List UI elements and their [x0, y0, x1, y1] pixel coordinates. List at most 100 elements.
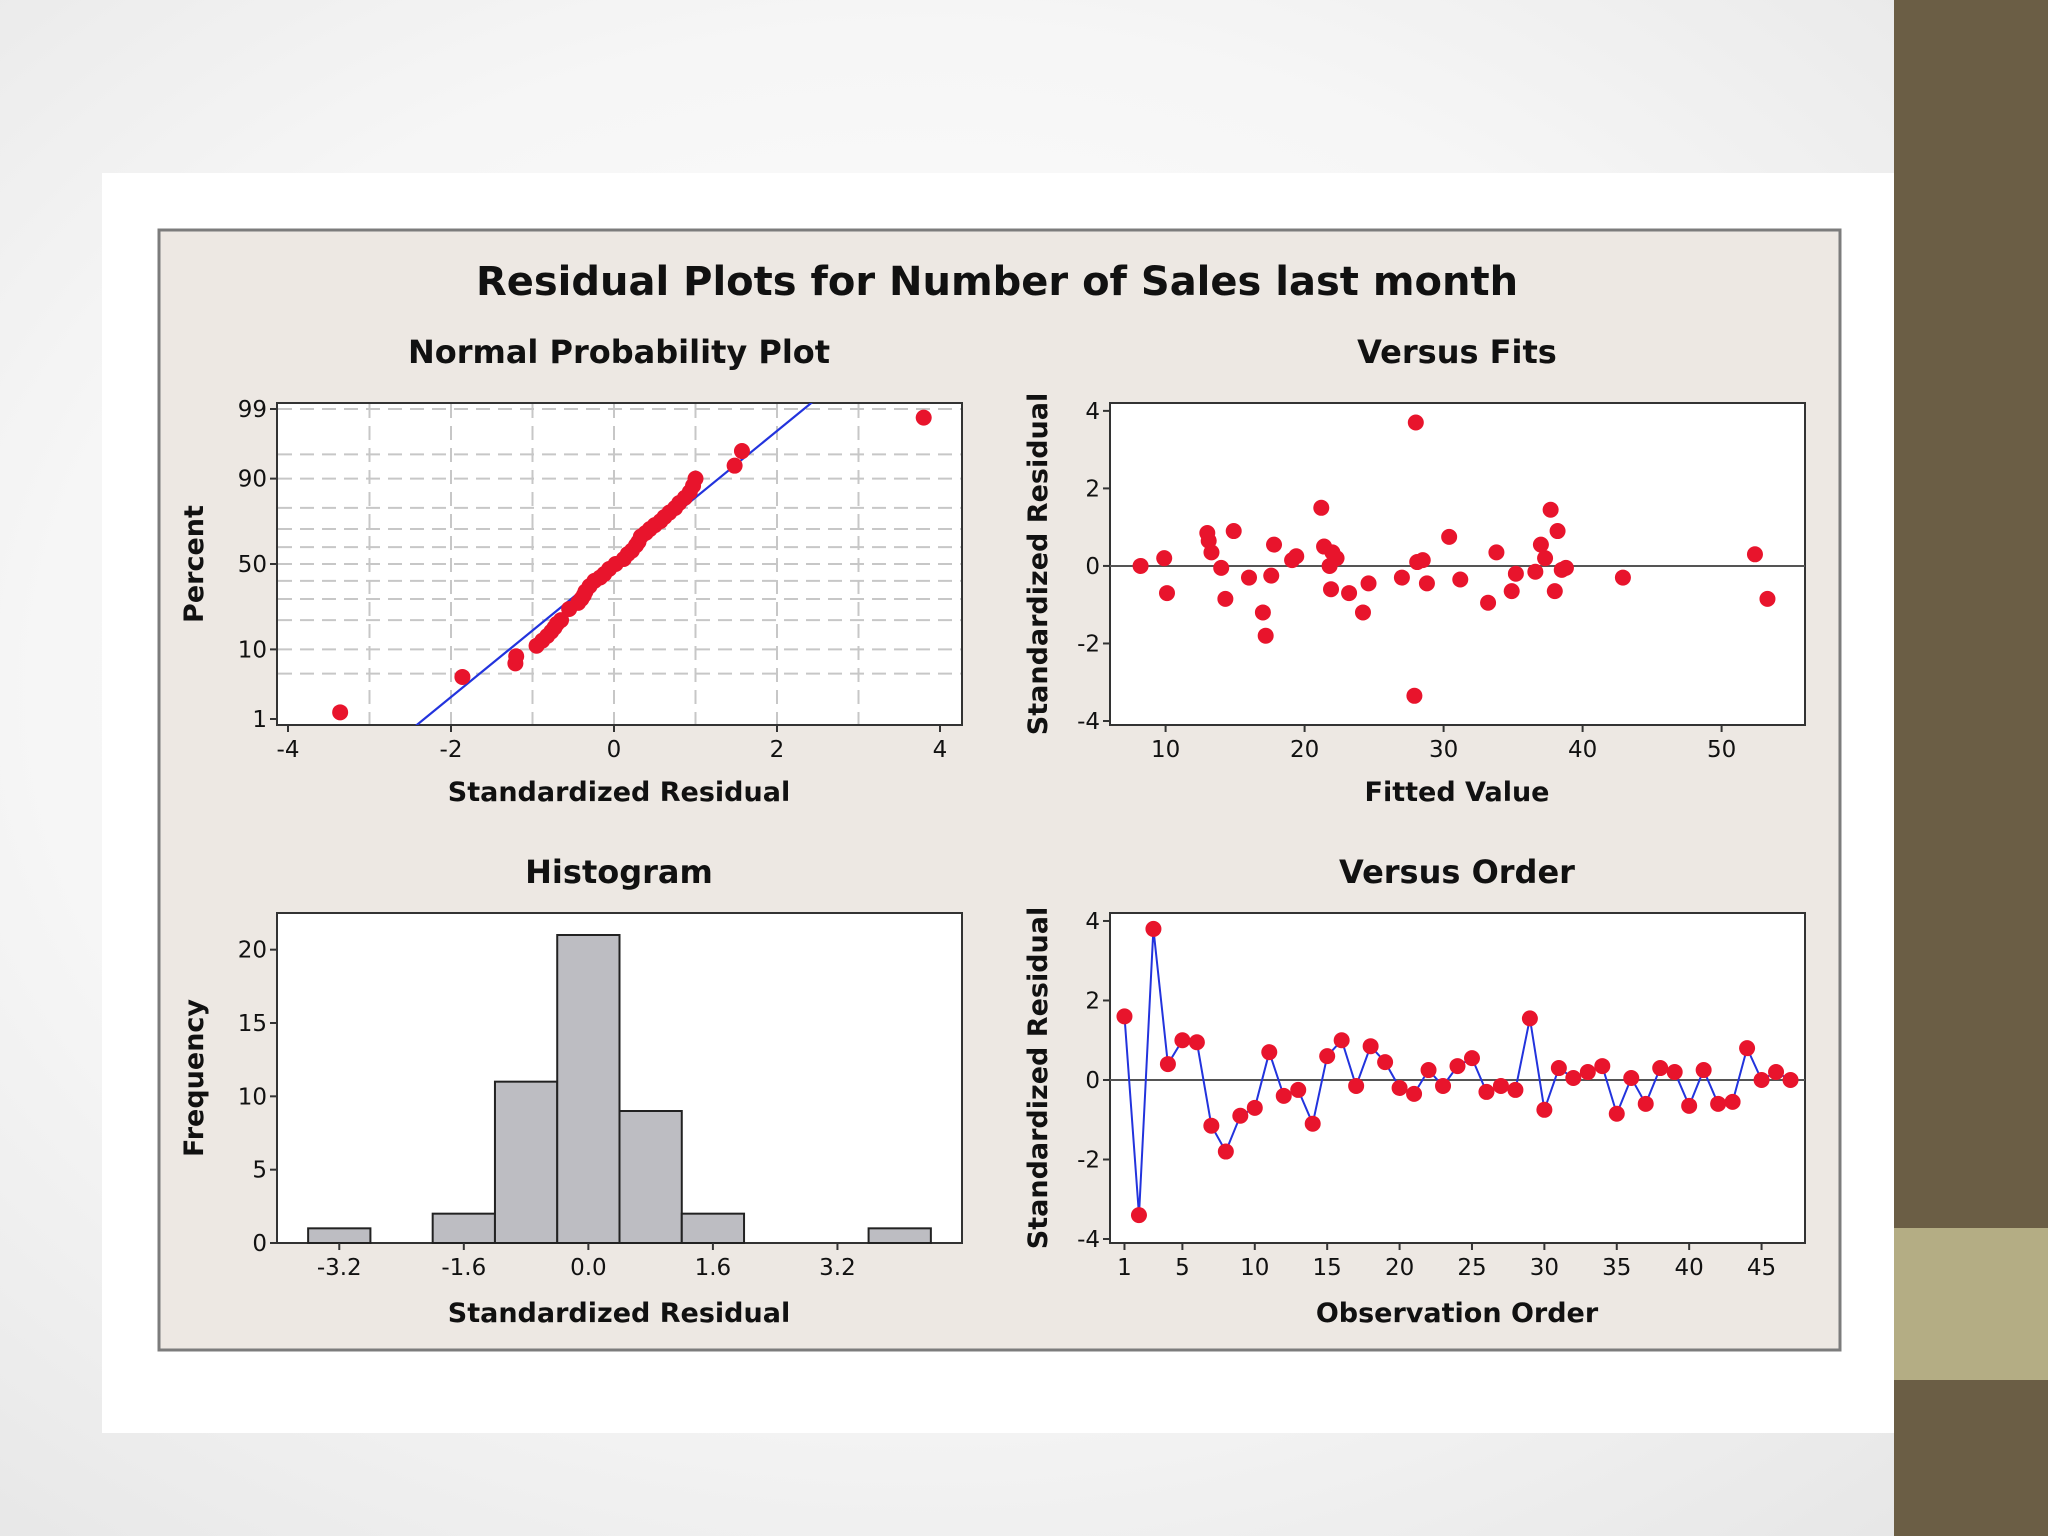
data-point: [454, 668, 471, 685]
data-point: [1156, 550, 1173, 567]
x-tick-label: 10: [1151, 737, 1180, 763]
histogram-bar: [680, 1212, 746, 1244]
y-tick-label: -2: [1077, 1147, 1100, 1173]
x-tick-label: 50: [1707, 737, 1736, 763]
x-tick-label: 2: [770, 737, 785, 763]
data-point: [1266, 536, 1283, 553]
histogram-bar: [431, 1212, 496, 1244]
data-point: [1246, 1099, 1263, 1116]
data-point: [1377, 1054, 1394, 1071]
data-point: [1579, 1064, 1596, 1081]
x-tick-label: -3.2: [317, 1255, 362, 1281]
data-point: [1536, 1101, 1553, 1118]
x-tick-label: 0: [607, 737, 622, 763]
x-tick-label: 40: [1675, 1255, 1704, 1281]
x-tick-label: 1: [1117, 1255, 1132, 1281]
versus-fits-plot: Versus Fits Fitted Value Standardized Re…: [1023, 333, 1806, 808]
data-point: [1527, 563, 1544, 580]
data-point: [1420, 1062, 1437, 1079]
data-point: [1232, 1107, 1249, 1124]
histogram-bar: [556, 934, 621, 1244]
data-point: [553, 612, 570, 629]
histogram-plot: Histogram Standardized Residual Frequenc…: [179, 853, 963, 1329]
data-point: [1158, 585, 1175, 602]
x-tick-label: 15: [1313, 1255, 1342, 1281]
data-point: [1681, 1097, 1698, 1114]
data-point: [1546, 583, 1563, 600]
data-point: [1217, 590, 1234, 607]
data-point: [1328, 550, 1345, 567]
histogram-plot-title: Histogram: [525, 853, 713, 891]
versus-order-plot: Versus Order Observation Order Standardi…: [1023, 853, 1806, 1329]
data-point: [1362, 1038, 1379, 1055]
x-tick-label: -1.6: [441, 1255, 486, 1281]
data-point: [1241, 569, 1257, 586]
normal-probability-plot-xlabel: Standardized Residual: [448, 777, 790, 808]
data-point: [1407, 414, 1424, 431]
data-point: [1406, 687, 1423, 704]
data-point: [1724, 1093, 1741, 1110]
data-point: [1768, 1064, 1785, 1081]
data-point: [1188, 1034, 1205, 1051]
data-point: [1452, 571, 1469, 588]
x-tick-label: -2: [440, 737, 463, 763]
data-point: [1203, 544, 1220, 561]
y-tick-label: 20: [238, 938, 267, 964]
data-point: [1565, 1070, 1582, 1086]
data-point: [1391, 1079, 1408, 1096]
x-tick-label: 3.2: [819, 1255, 856, 1281]
data-point: [1225, 523, 1242, 540]
data-point: [1304, 1115, 1321, 1132]
versus-fits-plot-title: Versus Fits: [1357, 333, 1557, 371]
y-tick-label: 0: [1085, 554, 1100, 580]
residual-plots-figure: Residual Plots for Number of Sales last …: [157, 228, 1842, 1352]
y-tick-label: 2: [1085, 476, 1100, 502]
data-point: [1288, 548, 1305, 565]
data-point: [1480, 594, 1497, 611]
y-tick-label: 0: [252, 1231, 267, 1257]
data-point: [1393, 569, 1410, 586]
data-point: [1159, 1056, 1176, 1073]
data-point: [1507, 1081, 1524, 1098]
y-tick-label: 15: [238, 1011, 267, 1037]
data-point: [1217, 1143, 1234, 1160]
data-point: [1414, 552, 1431, 569]
x-tick-label: 45: [1747, 1255, 1776, 1281]
y-tick-label: 90: [238, 467, 267, 493]
data-point: [1132, 557, 1149, 574]
figure-title: Residual Plots for Number of Sales last …: [476, 259, 1518, 305]
y-tick-label: 99: [238, 397, 267, 423]
data-point: [1537, 550, 1554, 567]
data-point: [1488, 544, 1505, 561]
data-point: [1746, 546, 1763, 563]
histogram-bar: [307, 1227, 372, 1245]
data-point: [1507, 565, 1524, 582]
x-tick-label: 25: [1457, 1255, 1486, 1281]
y-tick-label: 0: [1085, 1068, 1100, 1094]
y-tick-label: 4: [1085, 399, 1100, 425]
y-tick-label: -4: [1077, 709, 1100, 735]
data-point: [1449, 1058, 1466, 1075]
x-tick-label: 10: [1240, 1255, 1269, 1281]
data-point: [1441, 528, 1458, 545]
data-point: [1623, 1070, 1640, 1086]
data-point: [687, 470, 704, 487]
data-point: [726, 457, 743, 474]
y-tick-label: -2: [1077, 631, 1100, 657]
data-point: [1333, 1032, 1350, 1049]
data-point: [1637, 1095, 1654, 1112]
normal-probability-plot: Normal Probability Plot Standardized Res…: [179, 333, 963, 808]
data-point: [1341, 585, 1358, 602]
y-tick-label: 10: [238, 1084, 267, 1110]
data-point: [1348, 1077, 1365, 1094]
data-point: [1542, 501, 1559, 518]
data-point: [1354, 604, 1371, 621]
x-tick-label: 4: [933, 737, 948, 763]
y-tick-label: 5: [252, 1158, 267, 1184]
x-tick-label: 35: [1602, 1255, 1631, 1281]
data-point: [1710, 1095, 1727, 1112]
x-tick-label: -4: [277, 737, 300, 763]
data-point: [1782, 1071, 1799, 1088]
data-point: [1174, 1032, 1191, 1049]
versus-order-plot-area: [1109, 912, 1806, 1244]
